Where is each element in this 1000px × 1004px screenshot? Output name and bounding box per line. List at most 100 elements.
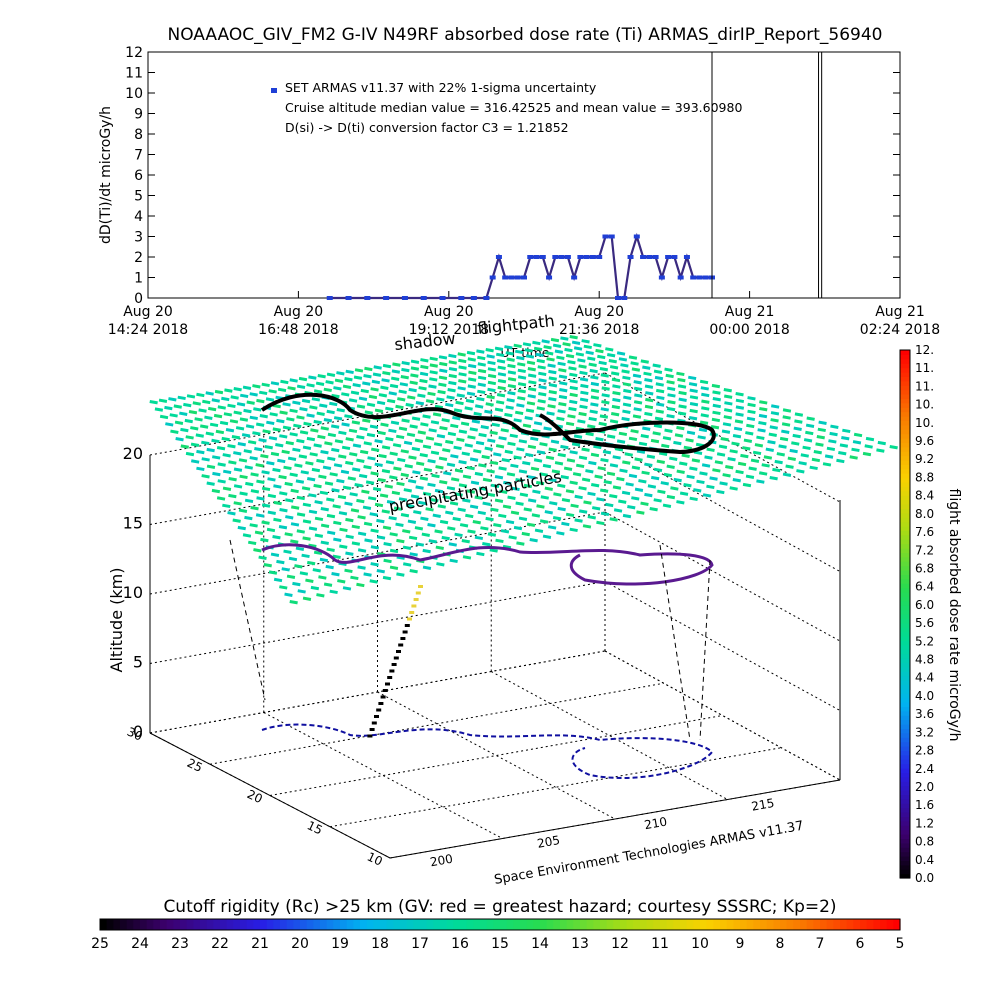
particle-dash	[482, 542, 491, 547]
particle-dash	[474, 471, 484, 477]
colorbar-slice	[900, 807, 910, 813]
colorbar-slice	[900, 578, 910, 584]
rigidity-slice	[800, 919, 808, 930]
particle-dash	[221, 436, 230, 442]
particle-dash	[482, 501, 491, 506]
particle-dash	[569, 527, 578, 533]
particle-dash	[770, 411, 780, 416]
particle-dash	[599, 414, 609, 419]
colorbar-slice	[900, 512, 910, 518]
particle-dash	[574, 518, 583, 523]
particle-dash	[794, 412, 804, 417]
particle-dash	[432, 412, 442, 417]
particle-dash	[401, 360, 410, 366]
particle-dash	[645, 391, 654, 396]
particle-dash	[493, 522, 502, 528]
particle-dash	[581, 477, 591, 482]
particle-dash	[712, 468, 721, 473]
rigidity-slice	[746, 919, 754, 930]
particle-dash	[466, 391, 476, 396]
rigidity-slice	[446, 919, 454, 930]
particle-dash	[351, 524, 360, 530]
particle-dash	[380, 422, 389, 427]
particle-dash	[876, 448, 885, 453]
particle-dash	[656, 459, 665, 464]
particle-dash	[689, 466, 698, 471]
particle-dash	[518, 439, 528, 444]
particle-dash	[179, 411, 188, 416]
dose-colorbar	[899, 349, 911, 879]
particle-dash	[495, 444, 505, 449]
particle-dash	[702, 493, 712, 498]
particle-dash	[527, 367, 536, 372]
particle-dash	[587, 491, 596, 497]
particle-dash	[279, 585, 288, 590]
particle-dash	[781, 429, 790, 434]
particle-dash	[331, 572, 340, 577]
colorbar-slice	[900, 372, 910, 377]
particle-dash	[422, 548, 431, 554]
particle-dash	[634, 487, 644, 492]
rigidity-slice	[873, 919, 881, 930]
particle-dash	[228, 460, 237, 465]
particle-dash	[430, 450, 440, 455]
x-tick-label-date: Aug 21	[725, 304, 775, 320]
particle-dash	[298, 454, 308, 459]
particle-dash	[173, 404, 182, 409]
particle-dash	[423, 467, 433, 473]
particle-dash	[302, 519, 312, 524]
particle-dash	[450, 454, 459, 459]
particle-dash	[590, 375, 599, 380]
colorbar-slice	[900, 710, 910, 716]
altitude-tick-label: 20	[123, 444, 143, 463]
ascent-point	[376, 708, 382, 712]
particle-dash	[657, 489, 666, 494]
x-tick-label-time: 21:36 2018	[559, 322, 639, 338]
particle-dash	[245, 481, 254, 487]
particle-dash	[683, 445, 692, 451]
particle-dash	[345, 460, 354, 466]
particle-dash	[458, 483, 468, 488]
particle-dash	[589, 368, 598, 374]
rigidity-slice	[273, 919, 281, 930]
particle-dash	[415, 485, 424, 490]
particle-dash	[402, 562, 412, 567]
particle-dash	[458, 379, 467, 384]
particle-dash	[382, 525, 392, 530]
particle-dash	[516, 447, 525, 452]
colorbar-slice	[900, 688, 910, 694]
rigidity-slice	[413, 919, 421, 930]
ascent-point	[398, 643, 404, 647]
particle-dash	[405, 402, 414, 408]
colorbar-tick-label: 7.2	[915, 543, 934, 557]
rigidity-tick-label: 17	[411, 936, 429, 952]
particle-dash	[445, 402, 454, 408]
particle-dash	[543, 345, 552, 350]
particle-dash	[217, 479, 226, 484]
particle-dash	[643, 371, 652, 377]
particle-dash	[421, 532, 430, 537]
particle-dash	[237, 442, 246, 447]
particle-dash	[711, 417, 721, 423]
colorbar-slice	[900, 741, 910, 747]
colorbar-slice	[900, 468, 910, 474]
colorbar-slice	[900, 530, 910, 536]
particle-dash	[347, 476, 356, 481]
particle-dash	[504, 449, 513, 455]
particle-dash	[283, 465, 292, 471]
particle-dash	[549, 501, 558, 506]
rigidity-slice	[200, 919, 208, 930]
particle-dash	[618, 357, 628, 362]
colorbar-slice	[900, 570, 910, 575]
particle-dash	[522, 342, 532, 347]
particle-dash	[542, 534, 552, 539]
particle-dash	[338, 454, 347, 459]
particle-dash	[536, 358, 545, 364]
particle-dash	[225, 427, 235, 433]
particle-dash	[568, 406, 577, 412]
particle-dash	[297, 589, 306, 594]
particle-dash	[518, 516, 528, 521]
particle-dash	[510, 463, 519, 469]
particle-dash	[241, 433, 251, 438]
y-tick-label: 2	[134, 250, 143, 266]
